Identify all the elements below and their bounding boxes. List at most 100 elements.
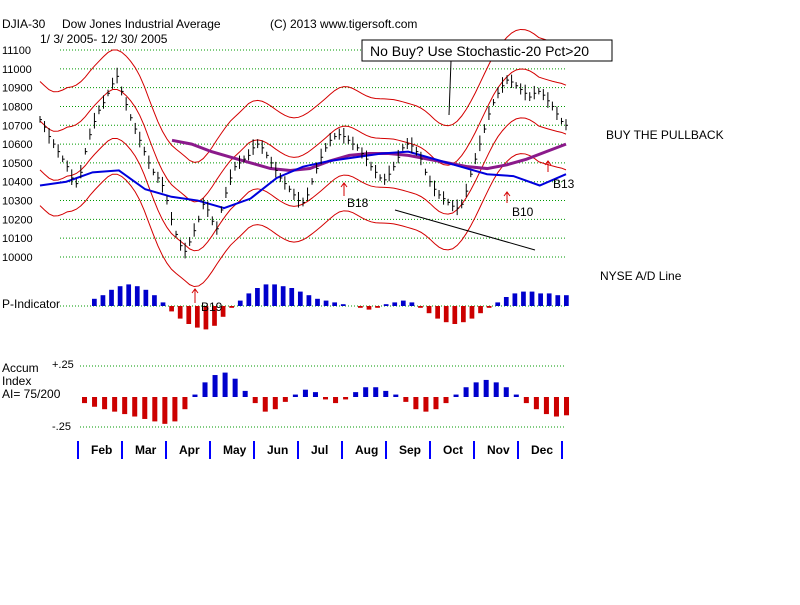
p-indicator-bar — [409, 302, 415, 306]
p-indicator-bar — [521, 291, 526, 306]
callout-pointer — [448, 60, 452, 116]
p-indicator-bar — [306, 295, 312, 306]
p-indicator-bar — [486, 306, 492, 308]
p-indicator-panel — [92, 284, 569, 330]
accum-index-bar — [232, 378, 238, 397]
chart-title: Dow Jones Industrial Average — [62, 17, 221, 31]
accum-index-bar — [162, 397, 168, 424]
upper-band — [39, 28, 567, 163]
accum-index-bar — [312, 392, 318, 397]
y-tick-label: 10000 — [2, 252, 33, 264]
p-indicator-bar — [375, 306, 380, 308]
callout-box — [361, 39, 613, 62]
p-indicator-bar — [237, 300, 243, 306]
inner-upper-band — [39, 68, 567, 203]
trendline — [394, 209, 536, 251]
p-indicator-bar — [503, 297, 509, 306]
ad-line-series — [39, 150, 567, 210]
accum-index-bar — [122, 397, 128, 415]
accum-index-bar — [323, 397, 329, 400]
accum-index-bar — [343, 397, 349, 400]
y-tick-label: 11000 — [2, 64, 32, 76]
month-label: Dec — [531, 443, 553, 457]
p-indicator-bar — [186, 306, 192, 324]
accum-index-bar — [222, 372, 228, 397]
month-label: Oct — [443, 443, 463, 457]
accum-index-bar — [523, 397, 529, 404]
p-indicator-bar — [272, 284, 277, 306]
accum-index-panel — [82, 372, 570, 424]
accum-index-bar — [102, 397, 108, 410]
accum-index-bar — [252, 397, 258, 404]
y-axis: 11100 11000 10900 10800 10700 10600 10500 10400… — [2, 45, 33, 264]
p-indicator-bar — [220, 306, 226, 317]
signal-b19: B19 — [201, 300, 223, 314]
p-indicator-bar — [289, 288, 295, 306]
p-indicator-bar — [255, 288, 260, 306]
p-indicator-bar — [323, 300, 329, 306]
y-tick-label: 10600 — [2, 139, 33, 151]
p-indicator-bar — [332, 302, 338, 306]
p-indicator-bar — [358, 306, 363, 308]
p-indicator-bar — [383, 304, 389, 306]
month-label: Sep — [399, 443, 421, 457]
p-indicator-bar — [297, 291, 303, 306]
accum-label: Accum — [2, 361, 39, 375]
ad-line — [39, 150, 567, 210]
p-indicator-bar — [152, 295, 157, 306]
signal-b18: B18 — [347, 196, 369, 210]
accum-index-bar — [383, 390, 389, 397]
accum-index-bar — [192, 394, 198, 397]
y-tick-label: 10900 — [2, 83, 33, 95]
accum-index-bar — [152, 397, 158, 422]
month-label: Aug — [355, 443, 378, 457]
p-indicator-bar — [117, 286, 123, 306]
p-indicator-bar — [461, 306, 466, 323]
month-label: Jun — [267, 443, 288, 457]
y-tick-label: 11100 — [2, 45, 31, 57]
accum-index-bar — [503, 387, 509, 397]
y-tick-label: 10400 — [2, 177, 33, 189]
y-tick-label: 10800 — [2, 101, 33, 113]
accum-index-bar — [493, 382, 499, 397]
accum-index-bar — [92, 397, 98, 407]
p-indicator-bar — [469, 306, 475, 319]
p-indicator-bar — [315, 298, 320, 306]
p-indicator-bar — [529, 291, 535, 306]
accum-index-bar — [443, 397, 449, 404]
accum-index-bar — [393, 394, 399, 397]
index-label: Index — [2, 374, 31, 388]
accum-index-bar — [483, 379, 489, 397]
callout-text: No Buy? Use Stochastic-20 Pct>20 — [370, 43, 589, 59]
p-indicator-bar — [143, 289, 149, 306]
chart-symbol: DJIA-30 — [2, 17, 46, 31]
accum-index-bar — [282, 397, 288, 402]
price-bands — [39, 28, 567, 288]
accum-index-bar — [242, 390, 248, 397]
accum-index-bar — [262, 397, 268, 412]
p-indicator-bar — [109, 289, 114, 306]
p-indicator-bar — [366, 306, 372, 310]
p-indicator-bar — [392, 302, 398, 306]
accum-index-bar — [82, 397, 88, 404]
moving-average-line — [171, 138, 567, 172]
month-label: Apr — [179, 443, 200, 457]
p-indicator-bar — [564, 295, 569, 306]
p-indicator-bar — [194, 306, 200, 328]
b18-arrow — [340, 182, 348, 196]
date-range: 1/ 3/ 2005- 12/ 30/ 2005 — [40, 32, 168, 46]
y-tick-label: 10200 — [2, 214, 33, 226]
y-tick-label: 10500 — [2, 158, 33, 170]
b19-arrow — [191, 288, 199, 303]
accum-index-bar — [453, 394, 459, 397]
y-tick-label: 10100 — [2, 233, 33, 245]
accum-index-bar — [172, 397, 178, 422]
gridlines — [60, 49, 566, 428]
accum-index-bar — [564, 397, 570, 416]
accum-index-bar — [142, 397, 148, 419]
accum-index-bar — [553, 397, 559, 417]
accum-index-bar — [182, 397, 188, 410]
accum-index-bar — [353, 392, 359, 397]
